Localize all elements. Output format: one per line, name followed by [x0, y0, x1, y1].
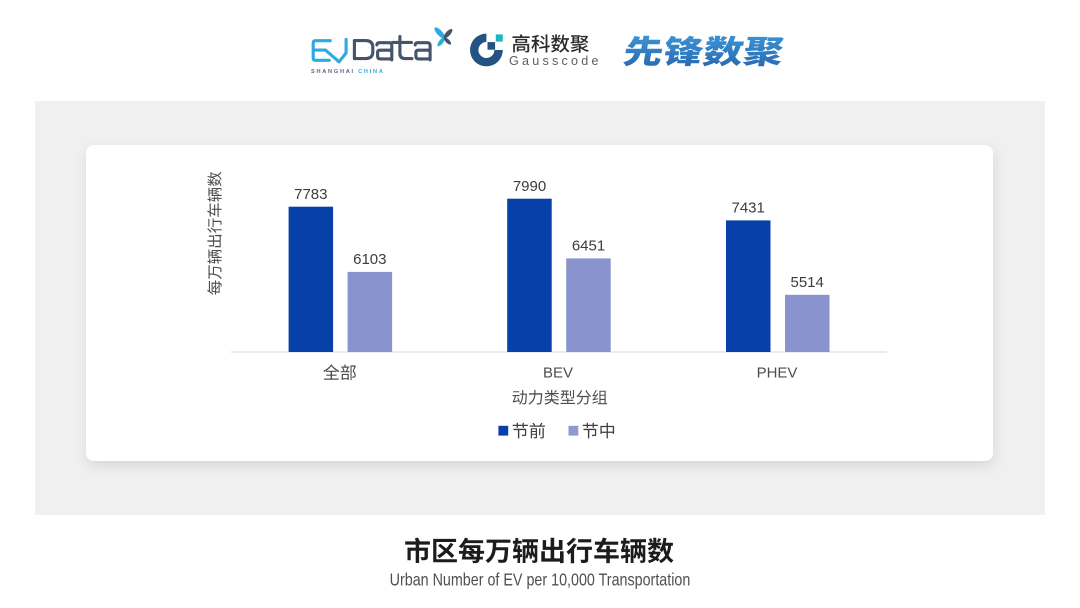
svg-text:SHANGHAI CHINA: SHANGHAI CHINA: [311, 69, 385, 75]
svg-text:6103: 6103: [353, 251, 386, 268]
svg-text:Urban Number of EV per 10,000: Urban Number of EV per 10,000 Transporta…: [390, 569, 691, 589]
svg-text:PHEV: PHEV: [757, 365, 798, 382]
svg-text:BEV: BEV: [543, 365, 573, 382]
svg-text:6451: 6451: [572, 238, 605, 255]
svg-text:Gausscode: Gausscode: [509, 54, 599, 68]
svg-text:5514: 5514: [791, 274, 824, 291]
svg-text:7431: 7431: [732, 200, 765, 217]
svg-text:7783: 7783: [294, 186, 327, 203]
svg-text:7990: 7990: [513, 178, 546, 195]
